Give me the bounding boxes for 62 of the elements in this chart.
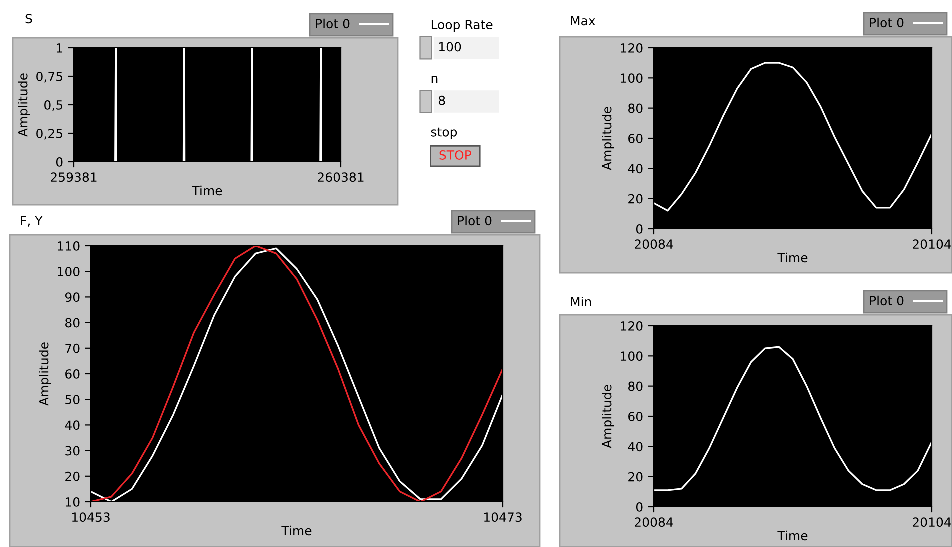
y-tick-label: 70 [66, 344, 80, 354]
text: 8 [438, 96, 446, 106]
y-tick-label: 50 [66, 395, 80, 405]
y-tick-label: 10 [66, 497, 80, 507]
x-tick-label: 10473 [484, 512, 522, 522]
x-tick-label: 10453 [72, 512, 110, 522]
y-tick-label: 20 [66, 472, 80, 482]
y-tick-label: 60 [66, 369, 80, 379]
y-tick-label: 0 [636, 224, 643, 234]
y-tick-label: 100 [621, 352, 643, 362]
chart-title: F, Y [21, 216, 43, 227]
y-tick-label: 0,5 [44, 100, 62, 112]
text: 100 [439, 42, 462, 52]
chart-title: Max [571, 16, 596, 26]
y-axis-title: Amplitude [18, 74, 30, 137]
x-tick-label: 20104 [913, 518, 952, 528]
y-axis-title: Amplitude [602, 107, 614, 170]
y-tick-label: 100 [58, 267, 80, 277]
y-tick-label: 120 [621, 321, 643, 331]
y-tick-label: 40 [65, 420, 80, 430]
x-axis-title: Time [282, 526, 312, 536]
y-tick-label: 0,75 [36, 72, 62, 83]
line-series [654, 62, 932, 212]
x-axis-title: Time [778, 252, 808, 263]
x-axis-title: Time [192, 186, 222, 196]
y-tick-label: 90 [65, 292, 80, 302]
x-tick-label: 259381 [51, 172, 97, 182]
y-tick-label: 60 [628, 134, 643, 144]
y-tick-label: 80 [628, 104, 643, 114]
y-tick-label: 1 [57, 44, 62, 53]
y-tick-label: 20 [628, 194, 643, 204]
chart-title: S [26, 14, 32, 24]
line-series [654, 346, 932, 492]
y-tick-label: 40 [628, 164, 643, 174]
text: Loop Rate [432, 20, 493, 32]
y-tick-label: 30 [66, 446, 80, 456]
y-tick-label: 120 [621, 43, 643, 53]
legend-label: Plot 0 [870, 296, 904, 306]
text: n [432, 76, 438, 83]
y-tick-label: 100 [621, 74, 643, 84]
y-tick-label: 80 [66, 318, 80, 328]
y-tick-label: 0,25 [36, 128, 62, 140]
legend-label: Plot 0 [458, 216, 492, 226]
y-tick-label: 0 [56, 157, 63, 167]
y-tick-label: 40 [628, 442, 643, 452]
text: STOP [440, 150, 472, 160]
y-tick-label: 0 [636, 502, 643, 512]
y-tick-label: 60 [628, 412, 643, 422]
chart-title: Min [571, 296, 592, 306]
y-axis-title: Amplitude [39, 342, 52, 406]
x-tick-label: 20084 [635, 240, 674, 250]
legend-label: Plot 0 [316, 18, 350, 29]
x-axis-title: Time [778, 530, 808, 541]
y-tick-label: 80 [628, 382, 643, 392]
y-tick-label: 20 [628, 472, 643, 482]
y-axis-title: Amplitude [602, 385, 614, 448]
x-tick-label: 20084 [635, 518, 674, 528]
x-tick-label: 260381 [318, 172, 364, 182]
legend-label: Plot 0 [870, 18, 904, 28]
text: stop [431, 128, 458, 140]
x-tick-label: 20104 [913, 240, 952, 250]
y-tick-label: 110 [58, 241, 80, 251]
